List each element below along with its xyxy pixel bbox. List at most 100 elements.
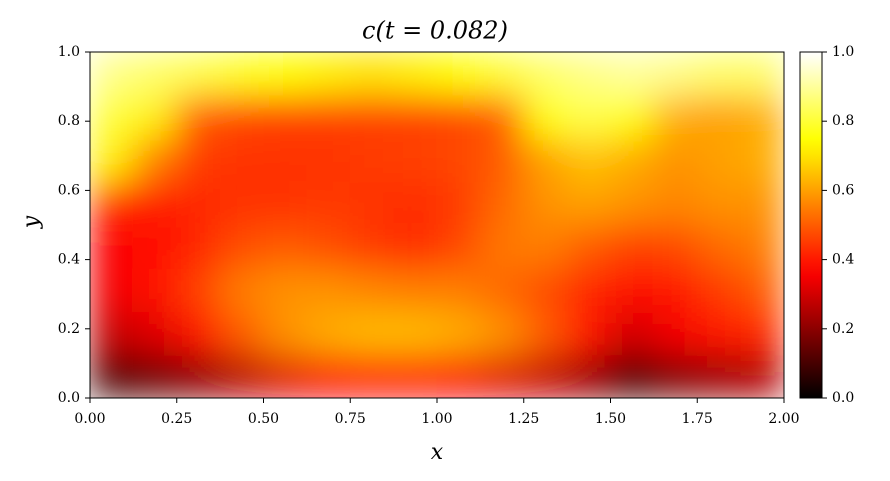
heatmap-cell [523,311,568,356]
y-tick-label: 0.6 [58,182,80,198]
heatmap-cell [479,94,525,139]
heatmap-cell [696,138,742,183]
heatmap-cell [566,138,611,183]
heatmap-cell [479,267,525,312]
x-tick-label: 1.50 [595,411,626,427]
y-axis-label: y [19,215,44,229]
colorbar-tick-label: 0.0 [832,390,854,406]
heatmap-cell [263,181,308,226]
heatmap-cell [653,138,698,183]
heatmap-cell [479,354,525,398]
heatmap-cell [176,224,221,269]
heatmap-cell [90,94,134,139]
heatmap-cell [306,52,351,96]
heatmap-cell [740,267,784,312]
heatmap-cell [132,354,178,398]
heatmap-cell [306,181,351,226]
heatmap-cell [436,224,481,269]
heatmap-cell [393,52,438,96]
x-tick-label: 0.00 [74,411,105,427]
heatmap-cell [740,354,784,398]
heatmap-cell [90,311,134,356]
heatmap-cell [696,354,742,398]
heatmap-cell [306,138,351,183]
heatmap-cell [219,267,264,312]
heatmap-cell [176,138,221,183]
heatmap-cell [696,52,742,96]
heatmap-cell [436,94,481,139]
heatmap-cell [393,181,438,226]
heatmap-cell [610,94,655,139]
heatmap-cell [740,94,784,139]
heatmap-cell [479,138,525,183]
x-tick-label: 1.25 [508,411,539,427]
heatmap-cell [479,52,525,96]
heatmap-cell [306,311,351,356]
heatmap-cell [523,52,568,96]
heatmap-cell [349,138,395,183]
chart-title: c(t = 0.082) [362,17,508,45]
y-tick-label: 0.8 [58,113,80,129]
heatmap-cell [610,52,655,96]
heatmap-cell [566,354,611,398]
colorbar-tick-label: 0.2 [832,321,854,337]
heatmap-cell [653,52,698,96]
heatmap-cell [610,267,655,312]
heatmap-cell [566,224,611,269]
y-tick-label: 0.2 [58,321,80,337]
heatmap-cell [696,311,742,356]
heatmap-cell [219,52,264,96]
heatmap-cell [90,267,134,312]
heatmap-cell [740,52,784,96]
heatmap-cell [566,267,611,312]
heatmap-cell [349,94,395,139]
heatmap-cell [219,94,264,139]
heatmap-cell [436,52,481,96]
colorbar-tick-label: 0.4 [832,252,854,268]
heatmap-cell [219,354,264,398]
heatmap-cell [176,94,221,139]
heatmap-cell [176,181,221,226]
heatmap-cell [393,354,438,398]
heatmap-cell [479,181,525,226]
heatmap-cell [653,267,698,312]
heatmap-cell [393,224,438,269]
heatmap-cell [653,311,698,356]
heatmap-cell [90,181,134,226]
x-tick-label: 1.75 [682,411,713,427]
heatmap-cell [263,224,308,269]
heatmap-cell [349,267,395,312]
x-tick-label: 1.00 [421,411,452,427]
heatmap-cell [90,138,134,183]
heatmap-cell [132,267,178,312]
heatmap-cell [740,181,784,226]
x-tick-label: 0.50 [248,411,279,427]
colorbar-tick-label: 1.0 [832,44,854,60]
heatmap-cell [132,311,178,356]
heatmap-cell [436,138,481,183]
heatmap-cell [393,138,438,183]
heatmap-cell [349,52,395,96]
heatmap-cell [653,181,698,226]
heatmap-cell [219,138,264,183]
heatmap-cell [610,181,655,226]
heatmap-cell [523,267,568,312]
y-tick-label: 0.0 [58,390,80,406]
heatmap-cell [132,94,178,139]
heatmap-cell [90,354,134,398]
heatmap-cell [740,224,784,269]
heatmap-cell [653,354,698,398]
heatmap-cell [219,311,264,356]
heatmap-cell [393,94,438,139]
heatmap-cell [263,94,308,139]
heatmap-cell [696,267,742,312]
heatmap-cell [349,311,395,356]
x-tick-label: 0.75 [335,411,366,427]
x-tick-label: 0.25 [161,411,192,427]
heatmap-cell [610,224,655,269]
heatmap-cell [90,224,134,269]
heatmap-cell [306,224,351,269]
colorbar-tick-label: 0.6 [832,182,854,198]
heatmap-cell [349,224,395,269]
